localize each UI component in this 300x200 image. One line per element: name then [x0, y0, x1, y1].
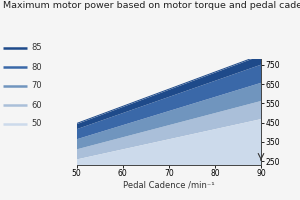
- Text: 60: 60: [32, 100, 42, 110]
- Text: 85: 85: [32, 44, 42, 52]
- Text: 50: 50: [32, 119, 42, 129]
- Text: 80: 80: [32, 62, 42, 72]
- Text: Maximum motor power based on motor torque and pedal cadence: Maximum motor power based on motor torqu…: [3, 1, 300, 10]
- Text: 70: 70: [32, 81, 42, 90]
- X-axis label: Pedal Cadence /min⁻¹: Pedal Cadence /min⁻¹: [123, 181, 214, 190]
